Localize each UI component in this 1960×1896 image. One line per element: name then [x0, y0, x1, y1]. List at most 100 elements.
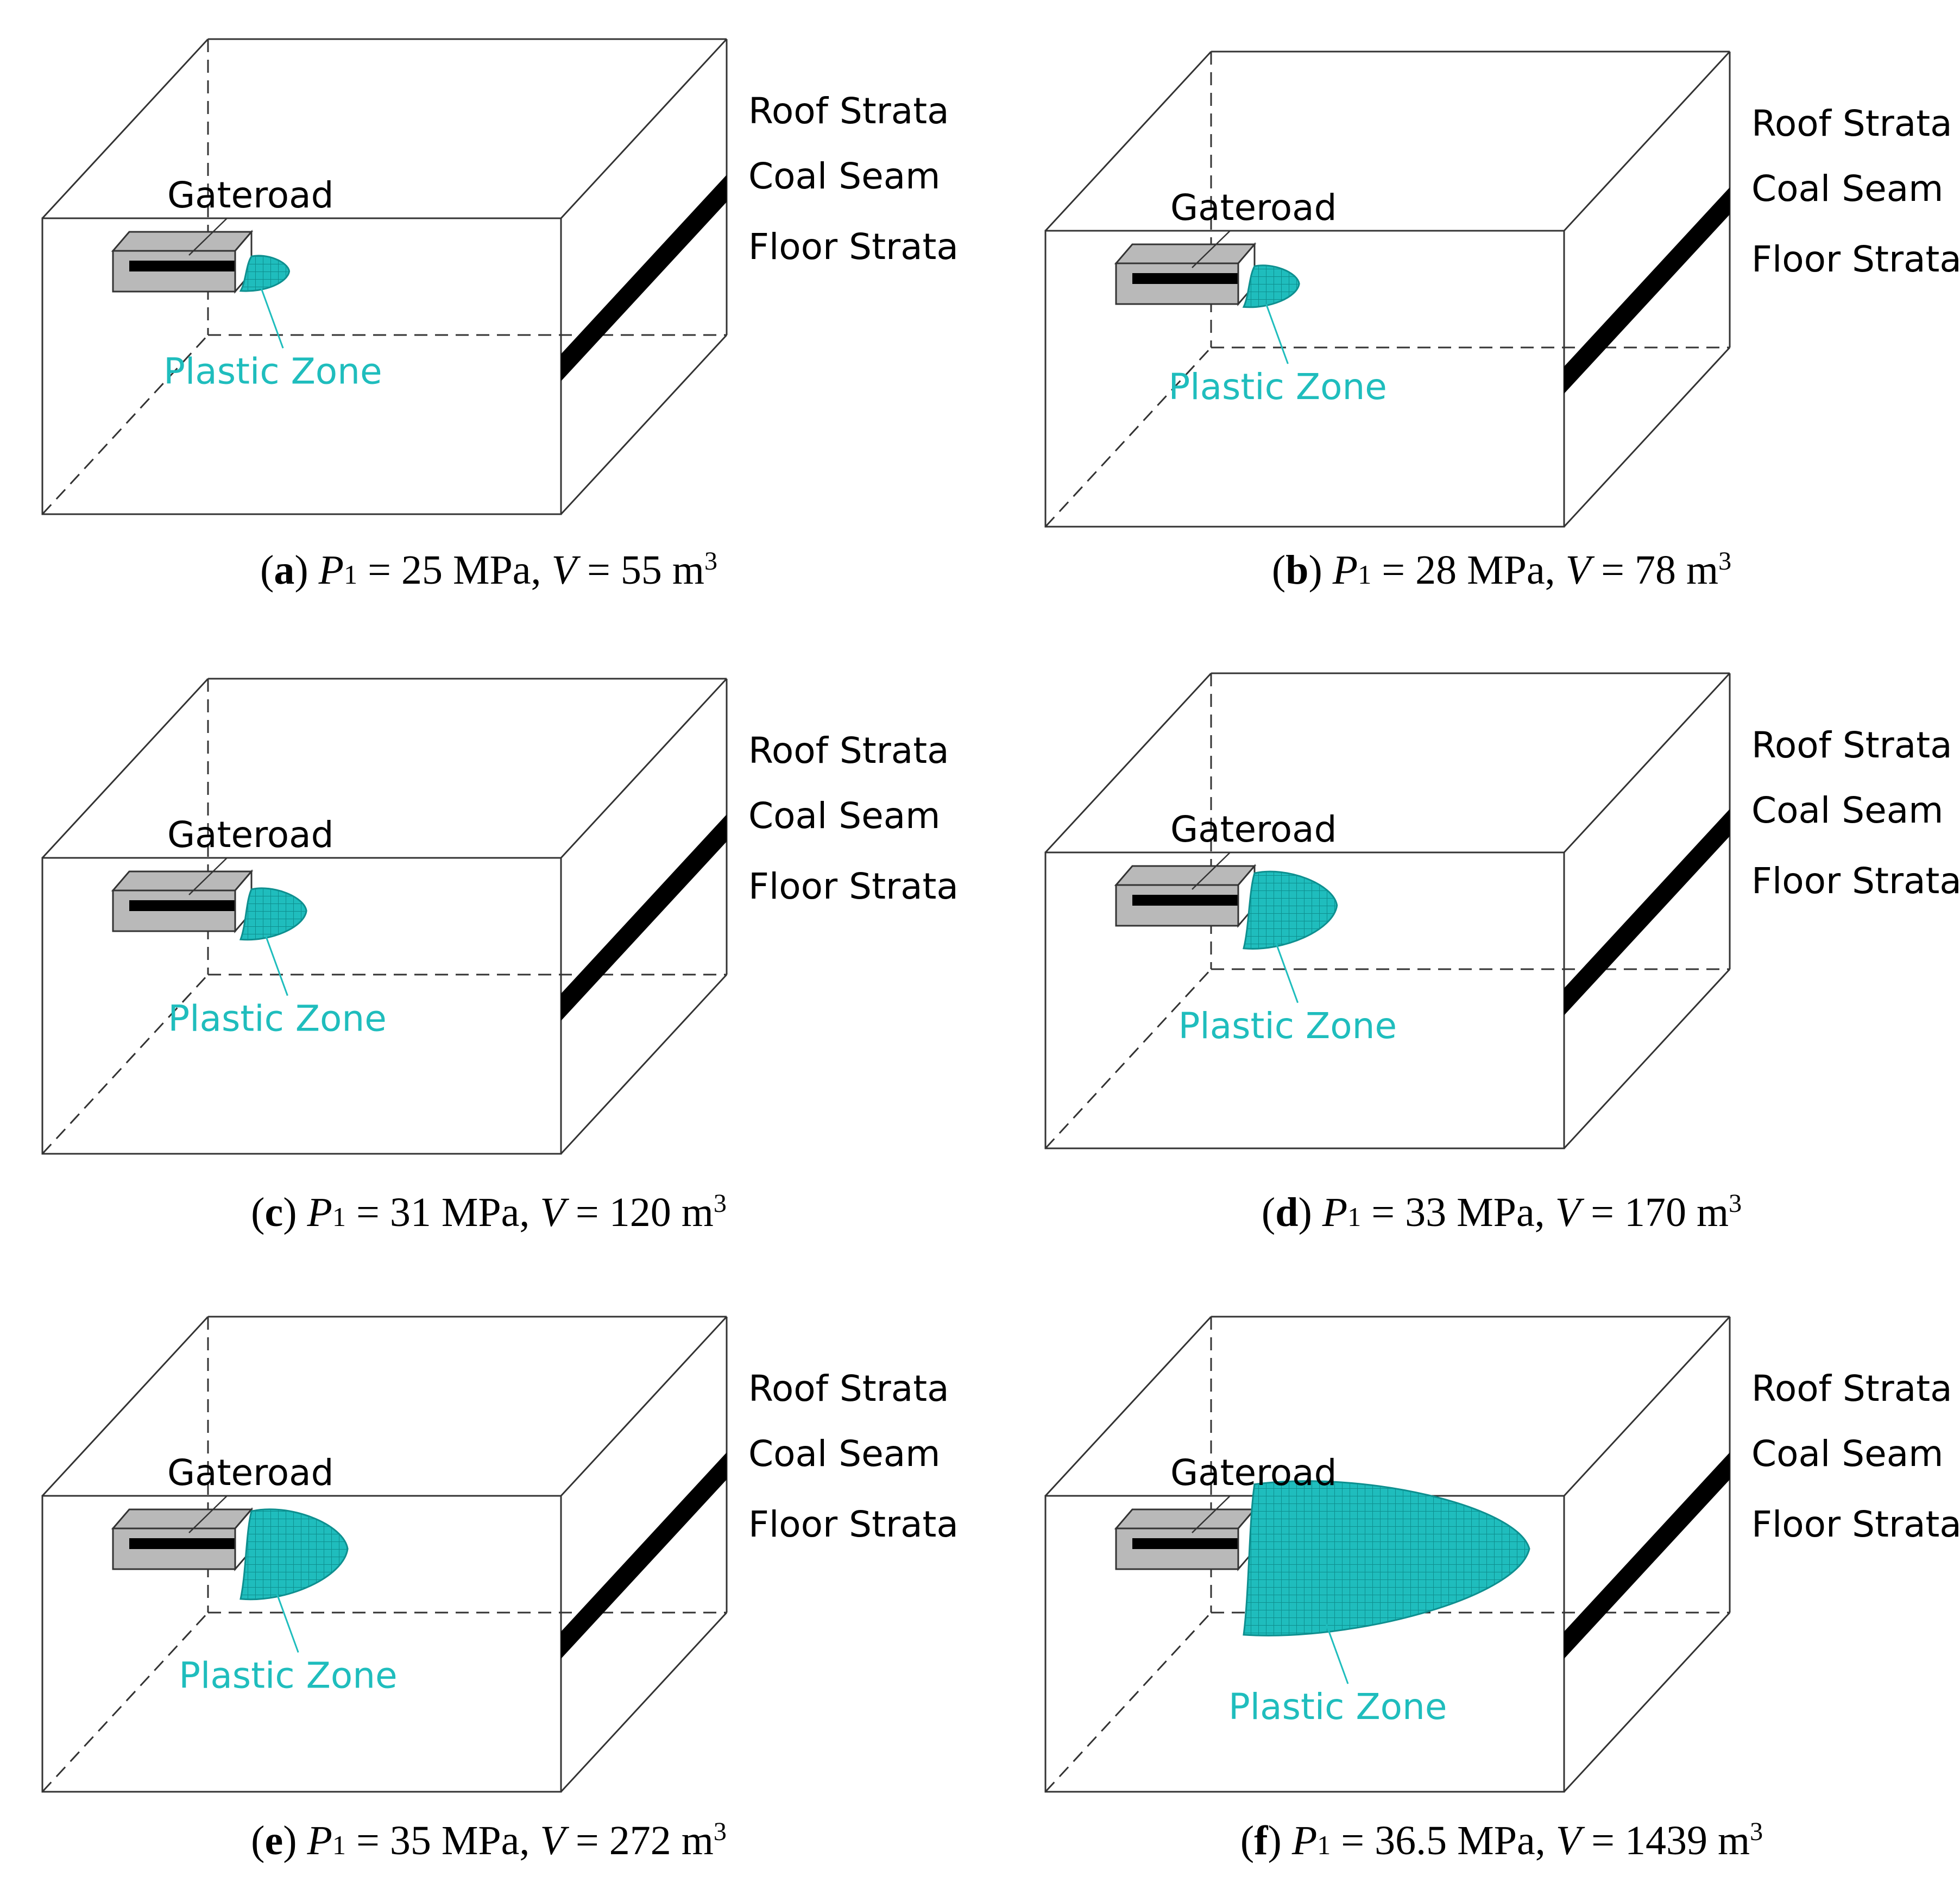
- legend-roof-strata: Roof Strata: [1751, 724, 1952, 766]
- box-depth-edge: [1044, 50, 1212, 232]
- caption-c: (c) P1 = 31 MPa, V = 120 m3: [251, 1189, 727, 1236]
- caption-e: (e) P1 = 35 MPa, V = 272 m3: [251, 1817, 727, 1864]
- box-depth-edge: [1563, 346, 1731, 528]
- plastic-zone-label: Plastic Zone: [179, 1654, 397, 1696]
- gateroad-leader: [1192, 852, 1231, 890]
- legend-floor-strata: Floor Strata: [1751, 1503, 1960, 1545]
- panel-c: Gateroad Plastic Zone Roof Strata Coal Seam…: [41, 678, 959, 1155]
- coal-seam-band: [1564, 187, 1730, 394]
- box-depth-edge: [1563, 1611, 1731, 1793]
- caption-a: (a) P1 = 25 MPa, V = 55 m3: [260, 547, 717, 593]
- gateroad-top: [1114, 865, 1257, 886]
- box-depth-edge: [560, 334, 728, 515]
- box-depth-edge: [1563, 672, 1731, 854]
- caption-d: (d) P1 = 33 MPa, V = 170 m3: [1262, 1189, 1742, 1236]
- gateroad-label: Gateroad: [167, 1452, 333, 1494]
- coal-seam-band: [561, 175, 727, 381]
- plastic-zone-leader: [1265, 304, 1289, 364]
- plastic-zone-label: Plastic Zone: [1228, 1686, 1447, 1728]
- legend-roof-strata: Roof Strata: [1751, 1368, 1952, 1410]
- gateroad-coal-strip: [129, 900, 235, 911]
- box-depth-edge: [560, 974, 728, 1155]
- legend-coal-seam: Coal Seam: [1751, 1433, 1943, 1475]
- plastic-zone-shape: [1243, 870, 1338, 950]
- legend-floor-strata: Floor Strata: [1751, 238, 1960, 280]
- box-hidden-edge: [1044, 1611, 1212, 1793]
- gateroad-label: Gateroad: [1170, 187, 1337, 229]
- legend-coal-seam: Coal Seam: [748, 155, 940, 197]
- coal-seam-band: [1564, 809, 1730, 1015]
- box-depth-edge: [41, 1316, 209, 1497]
- gateroad-leader: [188, 857, 228, 895]
- box-depth-edge: [1563, 50, 1731, 232]
- legend-coal-seam: Coal Seam: [1751, 168, 1943, 210]
- panel-b: Gateroad Plastic Zone Roof Strata Coal Seam…: [1044, 50, 1960, 528]
- gateroad-leader: [1192, 1495, 1231, 1533]
- box-depth-edge: [560, 678, 728, 859]
- gateroad-coal-strip: [129, 261, 235, 271]
- gateroad-label: Gateroad: [1170, 1452, 1337, 1494]
- caption-f: (f) P1 = 36.5 MPa, V = 1439 m3: [1240, 1817, 1763, 1864]
- gateroad-label: Gateroad: [167, 814, 333, 856]
- gateroad-coal-strip: [1132, 895, 1238, 906]
- box-depth-edge: [41, 678, 209, 859]
- legend-coal-seam: Coal Seam: [748, 795, 940, 837]
- plastic-zone-shape: [239, 887, 307, 941]
- plastic-zone-leader: [1325, 1623, 1349, 1684]
- box-depth-edge: [560, 1611, 728, 1793]
- legend-floor-strata: Floor Strata: [748, 865, 959, 907]
- plastic-zone-label: Plastic Zone: [1168, 366, 1387, 408]
- box-hidden-edge: [41, 1611, 209, 1793]
- gateroad-coal-strip: [129, 1538, 235, 1549]
- plastic-zone-label: Plastic Zone: [168, 998, 386, 1040]
- gateroad-top: [111, 870, 254, 892]
- box-depth-edge: [560, 1316, 728, 1497]
- legend-floor-strata: Floor Strata: [748, 1503, 959, 1545]
- gateroad-top: [111, 1508, 254, 1530]
- panel-e: Gateroad Plastic Zone Roof Strata Coal Seam…: [41, 1316, 959, 1793]
- gateroad-leader: [188, 218, 228, 256]
- panel-f: Gateroad Plastic Zone Roof Strata Coal Seam…: [1044, 1316, 1960, 1793]
- box-hidden-edge: [1044, 968, 1212, 1149]
- coal-seam-band: [561, 1452, 727, 1659]
- gateroad-top: [111, 231, 254, 252]
- box-depth-edge: [1563, 968, 1731, 1149]
- plastic-zone-leader: [260, 288, 284, 349]
- plastic-zone-shape: [239, 255, 291, 292]
- legend-floor-strata: Floor Strata: [748, 226, 959, 268]
- gateroad-label: Gateroad: [1170, 808, 1337, 850]
- legend-coal-seam: Coal Seam: [748, 1433, 940, 1475]
- plastic-zone-shape: [1243, 1480, 1530, 1636]
- legend-roof-strata: Roof Strata: [748, 730, 949, 772]
- coal-seam-band: [561, 814, 727, 1021]
- box-depth-edge: [1044, 672, 1212, 854]
- legend-roof-strata: Roof Strata: [748, 90, 949, 132]
- plastic-zone-label: Plastic Zone: [1178, 1005, 1397, 1047]
- caption-b: (b) P1 = 28 MPa, V = 78 m3: [1272, 547, 1731, 593]
- box-depth-edge: [41, 38, 209, 219]
- plastic-zone-leader: [1275, 943, 1299, 1003]
- gateroad-leader: [188, 1495, 228, 1533]
- gateroad-top: [1114, 1508, 1257, 1530]
- gateroad-label: Gateroad: [167, 174, 333, 216]
- legend-floor-strata: Floor Strata: [1751, 860, 1960, 902]
- gateroad-coal-strip: [1132, 273, 1238, 284]
- coal-seam-band: [1564, 1452, 1730, 1659]
- legend-roof-strata: Roof Strata: [1751, 103, 1952, 144]
- panel-d: Gateroad Plastic Zone Roof Strata Coal Seam…: [1044, 672, 1960, 1149]
- gateroad-leader: [1192, 230, 1231, 268]
- box-depth-edge: [560, 38, 728, 219]
- legend-roof-strata: Roof Strata: [748, 1368, 949, 1410]
- plastic-zone-shape: [1242, 264, 1300, 308]
- plastic-zone-leader: [275, 1592, 299, 1653]
- plastic-zone-label: Plastic Zone: [163, 350, 382, 392]
- gateroad-top: [1114, 243, 1257, 264]
- box-depth-edge: [1563, 1316, 1731, 1497]
- legend-coal-seam: Coal Seam: [1751, 789, 1943, 831]
- panels-root: Gateroad Plastic Zone Roof Strata Coal Seam…: [41, 38, 1960, 1864]
- box-depth-edge: [1044, 1316, 1212, 1497]
- plastic-zone-shape: [240, 1508, 349, 1601]
- plastic-zone-leader: [264, 936, 288, 996]
- gateroad-coal-strip: [1132, 1538, 1238, 1549]
